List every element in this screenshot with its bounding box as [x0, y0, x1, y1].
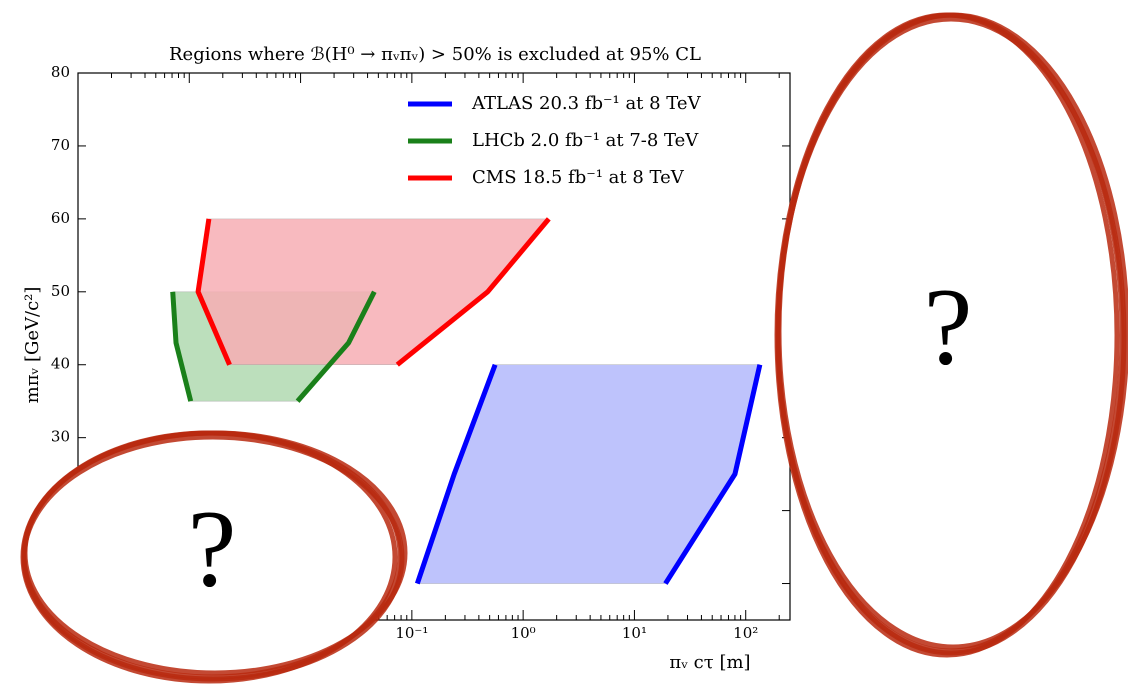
- chart: Regions where ℬ(H⁰ → πᵥπᵥ) > 50% is excl…: [0, 0, 1128, 685]
- overlay-marker: ?: [23, 433, 405, 681]
- region-fill: [417, 365, 760, 584]
- legend-label: ATLAS 20.3 fb⁻¹ at 8 TeV: [471, 93, 702, 114]
- overlay-marker: ?: [777, 15, 1127, 655]
- x-tick-label: 10⁰: [511, 624, 536, 642]
- y-tick-label: 40: [51, 355, 70, 373]
- y-axis-label: mπᵥ [GeV/c²]: [22, 287, 43, 404]
- y-tick-label: 60: [51, 209, 70, 227]
- legend-label: CMS 18.5 fb⁻¹ at 8 TeV: [472, 167, 685, 188]
- overlay-question: ?: [188, 487, 237, 609]
- y-tick-label: 30: [51, 428, 70, 446]
- y-tick-label: 50: [51, 282, 70, 300]
- x-tick-label: 10²: [733, 624, 758, 642]
- x-tick-label: 10¹: [622, 624, 647, 642]
- legend-label: LHCb 2.0 fb⁻¹ at 7-8 TeV: [472, 130, 699, 151]
- x-axis-label: πᵥ cτ [m]: [669, 652, 750, 673]
- y-tick-label: 70: [51, 136, 70, 154]
- x-tick-label: 10⁻¹: [395, 624, 428, 642]
- chart-title: Regions where ℬ(H⁰ → πᵥπᵥ) > 50% is excl…: [169, 44, 701, 65]
- overlay-question: ?: [924, 265, 973, 387]
- y-tick-label: 80: [51, 63, 70, 81]
